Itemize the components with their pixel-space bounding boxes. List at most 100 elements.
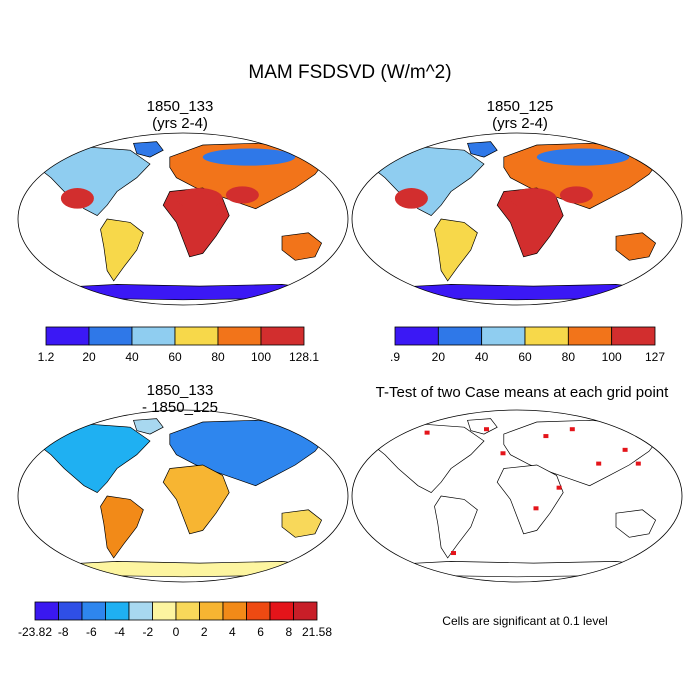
map-p3: [17, 409, 349, 583]
colorbar-cb3-bin: [81, 601, 106, 621]
continent-southAmerica: [434, 218, 478, 282]
continent-greenland: [467, 141, 498, 158]
significant-cell: [451, 551, 456, 556]
panel-3-title-line1: 1850_133: [146, 382, 214, 399]
panel-4-title: T-Test of two Case means at each grid po…: [352, 384, 692, 401]
continent-southAmerica: [100, 495, 144, 559]
significant-cell: [500, 451, 506, 456]
colorbar-cb1-bin: [174, 326, 219, 346]
hot-region: [60, 188, 94, 209]
continent-southAmerica: [100, 218, 144, 282]
cold-region: [202, 148, 296, 166]
colorbar-label: 40: [474, 350, 489, 364]
colorbar-label: 1.2: [37, 350, 55, 364]
continent-greenland: [133, 141, 164, 158]
significant-cell: [569, 427, 575, 432]
hot-region: [559, 186, 593, 204]
panel-1-title-line2: (yrs 2-4): [152, 115, 208, 132]
panel-1-title-line1: 1850_133: [146, 98, 214, 115]
colorbar-cb3-bin: [175, 601, 200, 621]
colorbar-cb3-bin: [222, 601, 247, 621]
panel-3-title: 1850_133 - 1850_125: [75, 382, 285, 416]
map-p1: [17, 132, 349, 306]
colorbar-cb3-bin: [58, 601, 83, 621]
colorbar-cb3-bin: [199, 601, 224, 621]
colorbar-cb3-bin: [293, 601, 318, 621]
continent-australia: [615, 509, 657, 538]
colorbar-label: 128.1: [288, 350, 320, 364]
map-p4: [351, 409, 683, 583]
colorbar-label: -8: [57, 625, 69, 639]
continent-australia: [281, 509, 323, 538]
colorbar-label: 21.58: [301, 625, 333, 639]
colorbar-label: 127: [644, 350, 666, 364]
panel-4-title-line1: T-Test of two Case means at each grid po…: [375, 384, 669, 401]
colorbar-cb2-bin: [611, 326, 656, 346]
significant-cell: [543, 434, 549, 439]
continent-northAmerica: [37, 146, 151, 217]
colorbar-label: 100: [250, 350, 272, 364]
panel-2-title: 1850_125 (yrs 2-4): [415, 98, 625, 132]
colorbar-cb1-bin: [131, 326, 176, 346]
significance-footnote: Cells are significant at 0.1 level: [442, 614, 608, 628]
colorbar-label: -23.82: [17, 625, 53, 639]
colorbar-label: -6: [86, 625, 97, 639]
hot-region: [394, 188, 428, 209]
continent-australia: [281, 232, 323, 261]
colorbar-cb1-bin: [88, 326, 133, 346]
continent-australia: [615, 232, 657, 261]
continent-northAmerica: [371, 423, 485, 494]
significant-cell: [484, 427, 489, 432]
hot-region: [510, 188, 557, 209]
colorbar-label: 20: [431, 350, 446, 364]
colorbar-label: .9: [389, 350, 401, 364]
colorbar-cb3-bin: [105, 601, 130, 621]
colorbar-cb3-bin: [34, 601, 59, 621]
colorbar-label: -4: [114, 625, 125, 639]
colorbar-cb1-bin: [260, 326, 305, 346]
map-border: [351, 409, 683, 583]
panel-2-title-line1: 1850_125: [486, 98, 554, 115]
continent-africa: [496, 464, 564, 535]
map-border: [17, 132, 349, 306]
colorbar-cb2-bin: [394, 326, 439, 346]
colorbar-label: 60: [168, 350, 182, 364]
colorbar-label: 2: [200, 625, 208, 639]
panel-2-title-line2: (yrs 2-4): [492, 115, 548, 132]
map-p2: [351, 132, 683, 306]
colorbar-label: 100: [601, 350, 622, 364]
continent-africa: [162, 464, 230, 535]
colorbar-cb2-bin: [567, 326, 613, 346]
colorbar-cb3-bin: [128, 601, 153, 621]
hot-region: [225, 186, 259, 204]
significant-cell: [424, 430, 430, 435]
colorbar-label: 80: [211, 350, 225, 364]
colorbar-cb1-bin: [45, 326, 90, 346]
hot-region: [176, 188, 223, 209]
colorbar-label: 60: [518, 350, 532, 364]
colorbar-cb3-bin: [246, 601, 271, 621]
colorbar-label: 80: [561, 350, 576, 364]
colorbar-cb2-bin: [481, 326, 526, 346]
significant-cell: [596, 461, 602, 466]
colorbar-label: 20: [82, 350, 96, 364]
continent-greenland: [467, 418, 498, 435]
panel-3-title-line2: - 1850_125: [142, 399, 218, 416]
figure-title: MAM FSDSVD (W/m^2): [248, 62, 452, 83]
colorbar-cb3-bin: [152, 601, 177, 621]
map-border: [351, 132, 683, 306]
continent-northAmerica: [371, 146, 485, 217]
significant-cell: [533, 506, 539, 511]
panel-1-title: 1850_133 (yrs 2-4): [75, 98, 285, 132]
colorbar-cb2-bin: [524, 326, 569, 346]
significant-cell: [556, 485, 562, 490]
cold-region: [536, 148, 630, 166]
colorbar-label: 4: [229, 625, 236, 639]
map-border: [17, 409, 349, 583]
continent-northAmerica: [37, 423, 151, 494]
colorbar-label: 0: [172, 625, 180, 639]
colorbar-label: 40: [125, 350, 139, 364]
colorbar-label: -2: [142, 625, 154, 639]
